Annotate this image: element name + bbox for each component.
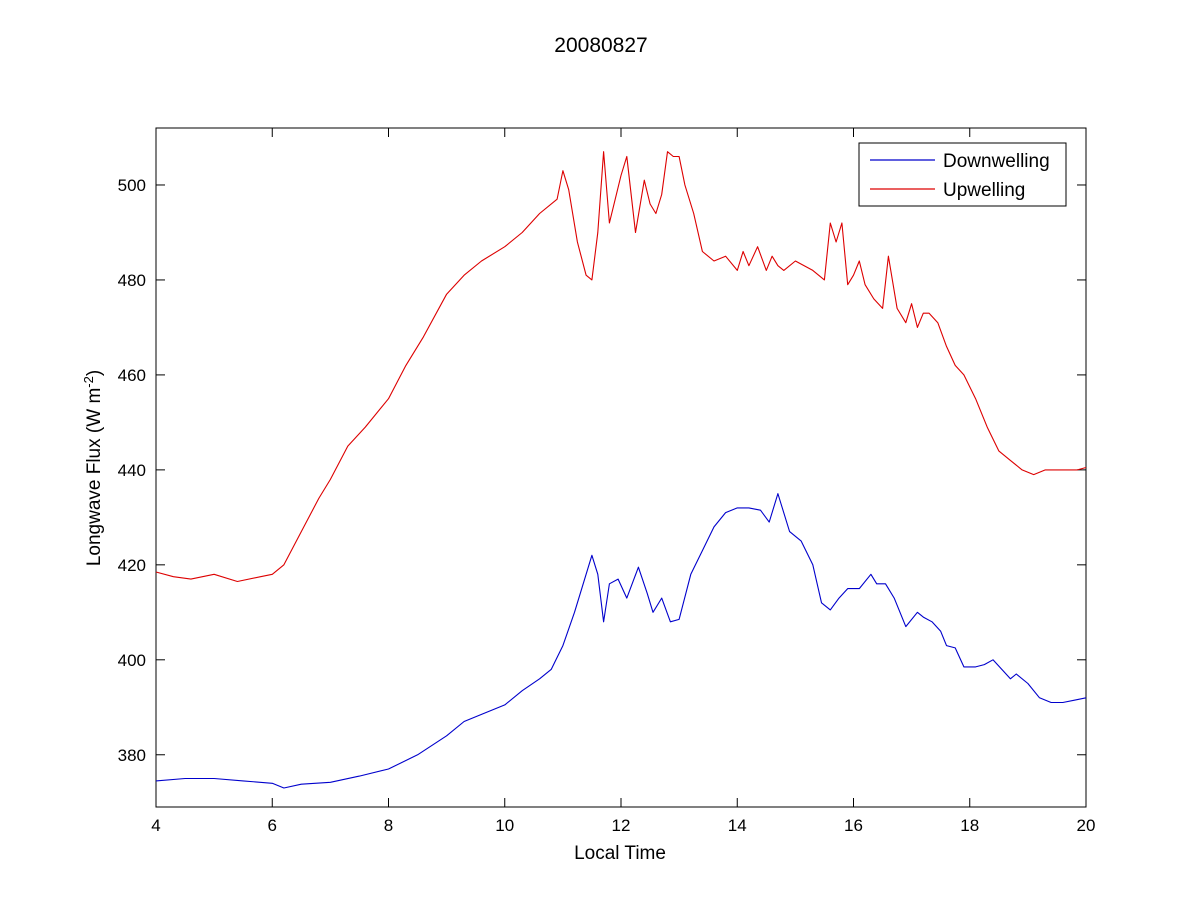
legend-label: Downwelling [943,151,1050,172]
legend: Downwelling Upwelling [858,142,1067,207]
x-tick-label: 16 [844,816,863,835]
series-layer [155,151,1087,789]
x-axis: 4 6 8 10 12 14 16 18 20 [151,128,1095,835]
y-tick-label: 460 [118,366,146,385]
x-tick-label: 12 [612,816,631,835]
x-tick-label: 6 [268,816,277,835]
y-axis-title: Longwave Flux (W m-2) [81,370,106,566]
y-tick-label: 400 [118,651,146,670]
y-tick-label: 440 [118,461,146,480]
y-tick-label: 420 [118,556,146,575]
x-tick-label: 18 [960,816,979,835]
y-axis-title-end: ) [84,370,105,376]
x-tick-label: 10 [495,816,514,835]
x-tick-label: 14 [728,816,747,835]
x-tick-label: 20 [1077,816,1096,835]
legend-label: Upwelling [943,180,1025,201]
x-axis-title: Local Time [574,843,666,864]
series-line-upwelling [155,151,1087,583]
x-tick-label: 8 [384,816,393,835]
legend-box [858,142,1067,207]
y-tick-label: 500 [118,176,146,195]
y-axis-title-main: Longwave Flux (W m [84,388,105,566]
series-line-downwelling [155,493,1087,789]
chart-title: 20080827 [554,34,647,57]
y-axis-title-superscript: -2 [81,376,96,388]
y-axis: 380 400 420 440 460 480 500 [118,176,1086,765]
x-tick-label: 4 [151,816,160,835]
y-tick-label: 380 [118,746,146,765]
plot-border [155,127,1087,808]
plot-frame [155,127,1087,808]
y-tick-label: 480 [118,271,146,290]
